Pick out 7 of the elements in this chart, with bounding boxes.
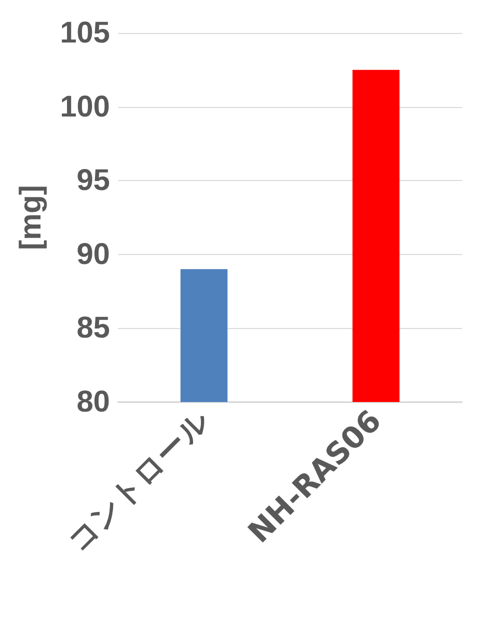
y-tick-label: 85	[76, 312, 110, 345]
y-tick-label: 100	[60, 90, 110, 124]
y-tick-label: 95	[76, 164, 110, 198]
y-axis-title: [mg]	[14, 185, 48, 250]
y-tick-label: 105	[60, 16, 110, 50]
y-tick-label: 90	[76, 238, 110, 271]
y-tick-label: 80	[76, 386, 110, 418]
